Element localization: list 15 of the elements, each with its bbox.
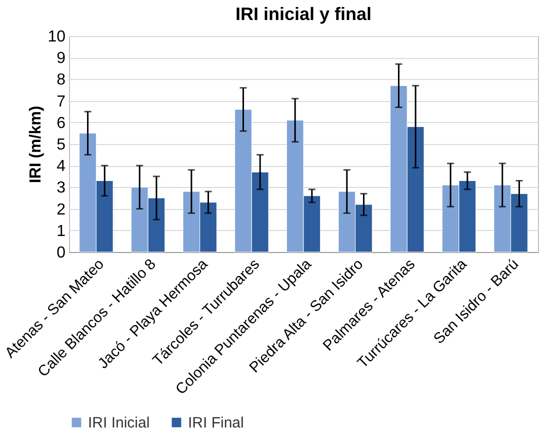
y-axis-title: IRI (m/km) (28, 106, 45, 184)
legend-label: IRI Final (188, 414, 244, 432)
y-tick-label: 1 (56, 222, 66, 240)
y-tick-label: 3 (56, 180, 66, 197)
y-tick-label: 10 (48, 28, 66, 46)
y-tick-label: 4 (56, 158, 66, 176)
y-tick-label: 6 (56, 114, 66, 132)
chart-title: IRI inicial y final (235, 4, 372, 24)
y-tick-label: 9 (56, 50, 66, 68)
y-tick-label: 0 (56, 244, 66, 262)
legend-label: IRI Inicial (88, 414, 150, 432)
y-tick-label: 7 (56, 93, 66, 110)
y-tick-label: 5 (56, 136, 66, 154)
y-tick-label: 2 (56, 201, 66, 218)
y-tick-label: 8 (56, 72, 66, 89)
